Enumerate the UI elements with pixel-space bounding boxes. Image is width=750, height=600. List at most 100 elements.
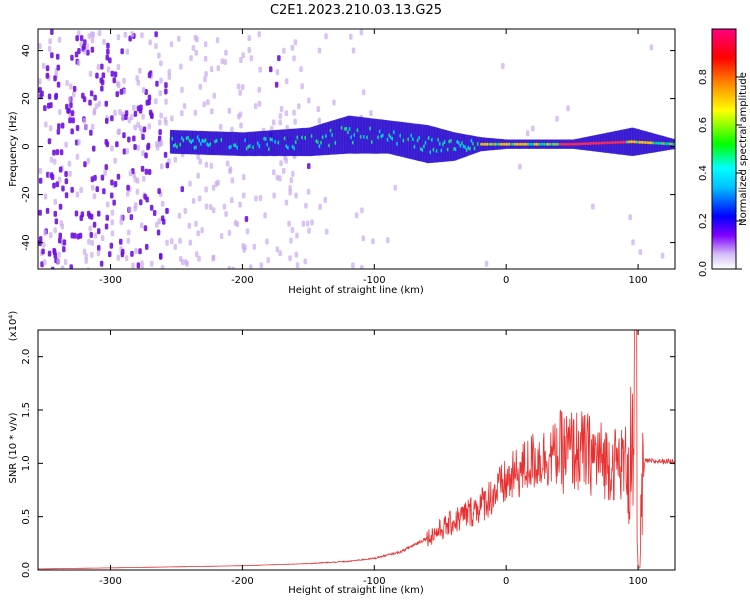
spectrogram-cell <box>307 227 311 234</box>
spectrogram-cell <box>132 135 136 142</box>
spectrogram-cell <box>354 212 359 219</box>
spectrogram-cell <box>126 237 130 244</box>
spectrogram-cell <box>65 80 69 86</box>
spectrogram-cell <box>187 222 192 229</box>
spectrogram-cell <box>95 72 99 79</box>
spectrogram-cell <box>204 203 209 210</box>
spectrogram-cell <box>325 228 329 235</box>
spectrogram-cell <box>169 41 174 48</box>
spectrogram-cell <box>222 203 227 210</box>
spectrogram-cell <box>359 29 364 36</box>
spectrogram-xtick-label: -200 <box>231 275 254 286</box>
spectrogram-cell <box>125 48 129 55</box>
spectrogram-cell <box>38 167 43 174</box>
spectrogram-cell <box>89 129 93 136</box>
spectrogram-cell <box>275 174 280 181</box>
spectrogram-cell <box>191 45 196 51</box>
spectrogram-cell <box>200 227 204 234</box>
spectrogram-cell <box>147 72 152 79</box>
spectrogram-cell <box>100 85 104 92</box>
colorbar-frame <box>711 28 737 270</box>
spectrogram-cell <box>126 184 130 191</box>
spectrogram-cell <box>60 122 65 129</box>
spectrogram-cell <box>74 210 79 217</box>
spectrogram-cell <box>254 195 258 202</box>
spectrogram-cell <box>58 166 63 173</box>
spectrogram-cell <box>79 41 83 48</box>
spectrogram-cell <box>93 94 97 101</box>
spectrogram-cell <box>224 211 228 217</box>
spectrogram-cell <box>158 90 163 97</box>
spectrogram-cell <box>198 83 203 90</box>
spectrogram-cell <box>164 82 168 89</box>
spectrogram-cell <box>72 91 76 98</box>
spectrogram-cell <box>77 139 81 146</box>
spectrogram-cell <box>188 180 192 187</box>
spectrogram-cell <box>143 225 148 232</box>
spectrogram-cell <box>38 78 42 85</box>
spectrogram-cell <box>54 218 59 225</box>
spectrogram-cell <box>104 223 109 230</box>
spectrogram-cell <box>82 117 87 124</box>
spectrogram-cell <box>293 118 297 125</box>
spectrogram-cell <box>43 229 47 236</box>
spectrogram-cell <box>83 48 87 55</box>
spectrogram-cell <box>90 176 95 183</box>
spectrogram-cell <box>157 52 161 59</box>
spectrogram-cell <box>525 130 530 137</box>
spectrogram-cell <box>69 83 73 90</box>
spectrogram-cell <box>75 153 80 160</box>
spectrogram-cell <box>96 250 101 257</box>
spectrogram-cell <box>361 89 366 96</box>
spectrogram-cell <box>272 169 276 176</box>
spectrogram-cell <box>223 59 228 65</box>
spectrogram-cell <box>159 140 164 147</box>
spectrogram-cell <box>209 162 214 169</box>
spectrogram-cell <box>628 214 632 221</box>
spectrogram-cell <box>102 38 106 45</box>
spectrogram-cell <box>219 233 224 240</box>
spectrogram-cell <box>53 158 57 165</box>
spectrogram-cell <box>591 203 595 210</box>
spectrogram-cells <box>38 29 675 269</box>
spectrogram-cell <box>78 232 83 239</box>
spectrogram-cell <box>43 193 48 200</box>
colorbar-tick-label: 0.0 <box>698 261 709 277</box>
spectrogram-cell <box>47 138 52 145</box>
spectrogram-cell <box>300 83 304 90</box>
spectrogram-cell <box>301 220 306 227</box>
spectrogram-cell <box>116 64 121 70</box>
spectrogram-cell <box>115 91 119 98</box>
spectrogram-cell <box>159 60 163 67</box>
spectrogram-cell <box>183 208 187 214</box>
spectrogram-cell <box>170 238 174 245</box>
spectrogram-cell <box>214 180 219 187</box>
spectrogram-cell <box>182 103 187 109</box>
spectrogram-cell <box>93 232 98 239</box>
spectrogram-cell <box>209 204 213 210</box>
spectrogram-cell <box>47 45 52 52</box>
spectrogram-cell <box>90 184 95 191</box>
spectrogram-cell <box>110 115 114 122</box>
spectrogram-cell <box>68 170 72 177</box>
spectrogram-cell <box>198 158 202 165</box>
spectrogram-cell <box>136 262 141 269</box>
spectrogram-cell <box>50 52 54 59</box>
spectrogram-cell <box>257 100 262 107</box>
spectrogram-cell <box>152 210 157 216</box>
spectrogram-cell <box>180 110 184 117</box>
spectrogram-cell <box>127 136 131 143</box>
snr-frame <box>37 329 676 571</box>
spectrogram-cell <box>53 252 57 259</box>
spectrogram-cell <box>263 212 267 219</box>
spectrogram-cell <box>112 77 116 84</box>
spectrogram-cell <box>649 44 654 51</box>
spectrogram-cell <box>258 195 263 201</box>
spectrogram-cell <box>65 103 69 110</box>
spectrogram-cell <box>234 268 237 269</box>
spectrogram-cell <box>90 123 95 130</box>
spectrogram-cell <box>40 90 44 97</box>
spectrogram-cell <box>239 122 243 129</box>
spectrogram-cell <box>104 139 108 145</box>
